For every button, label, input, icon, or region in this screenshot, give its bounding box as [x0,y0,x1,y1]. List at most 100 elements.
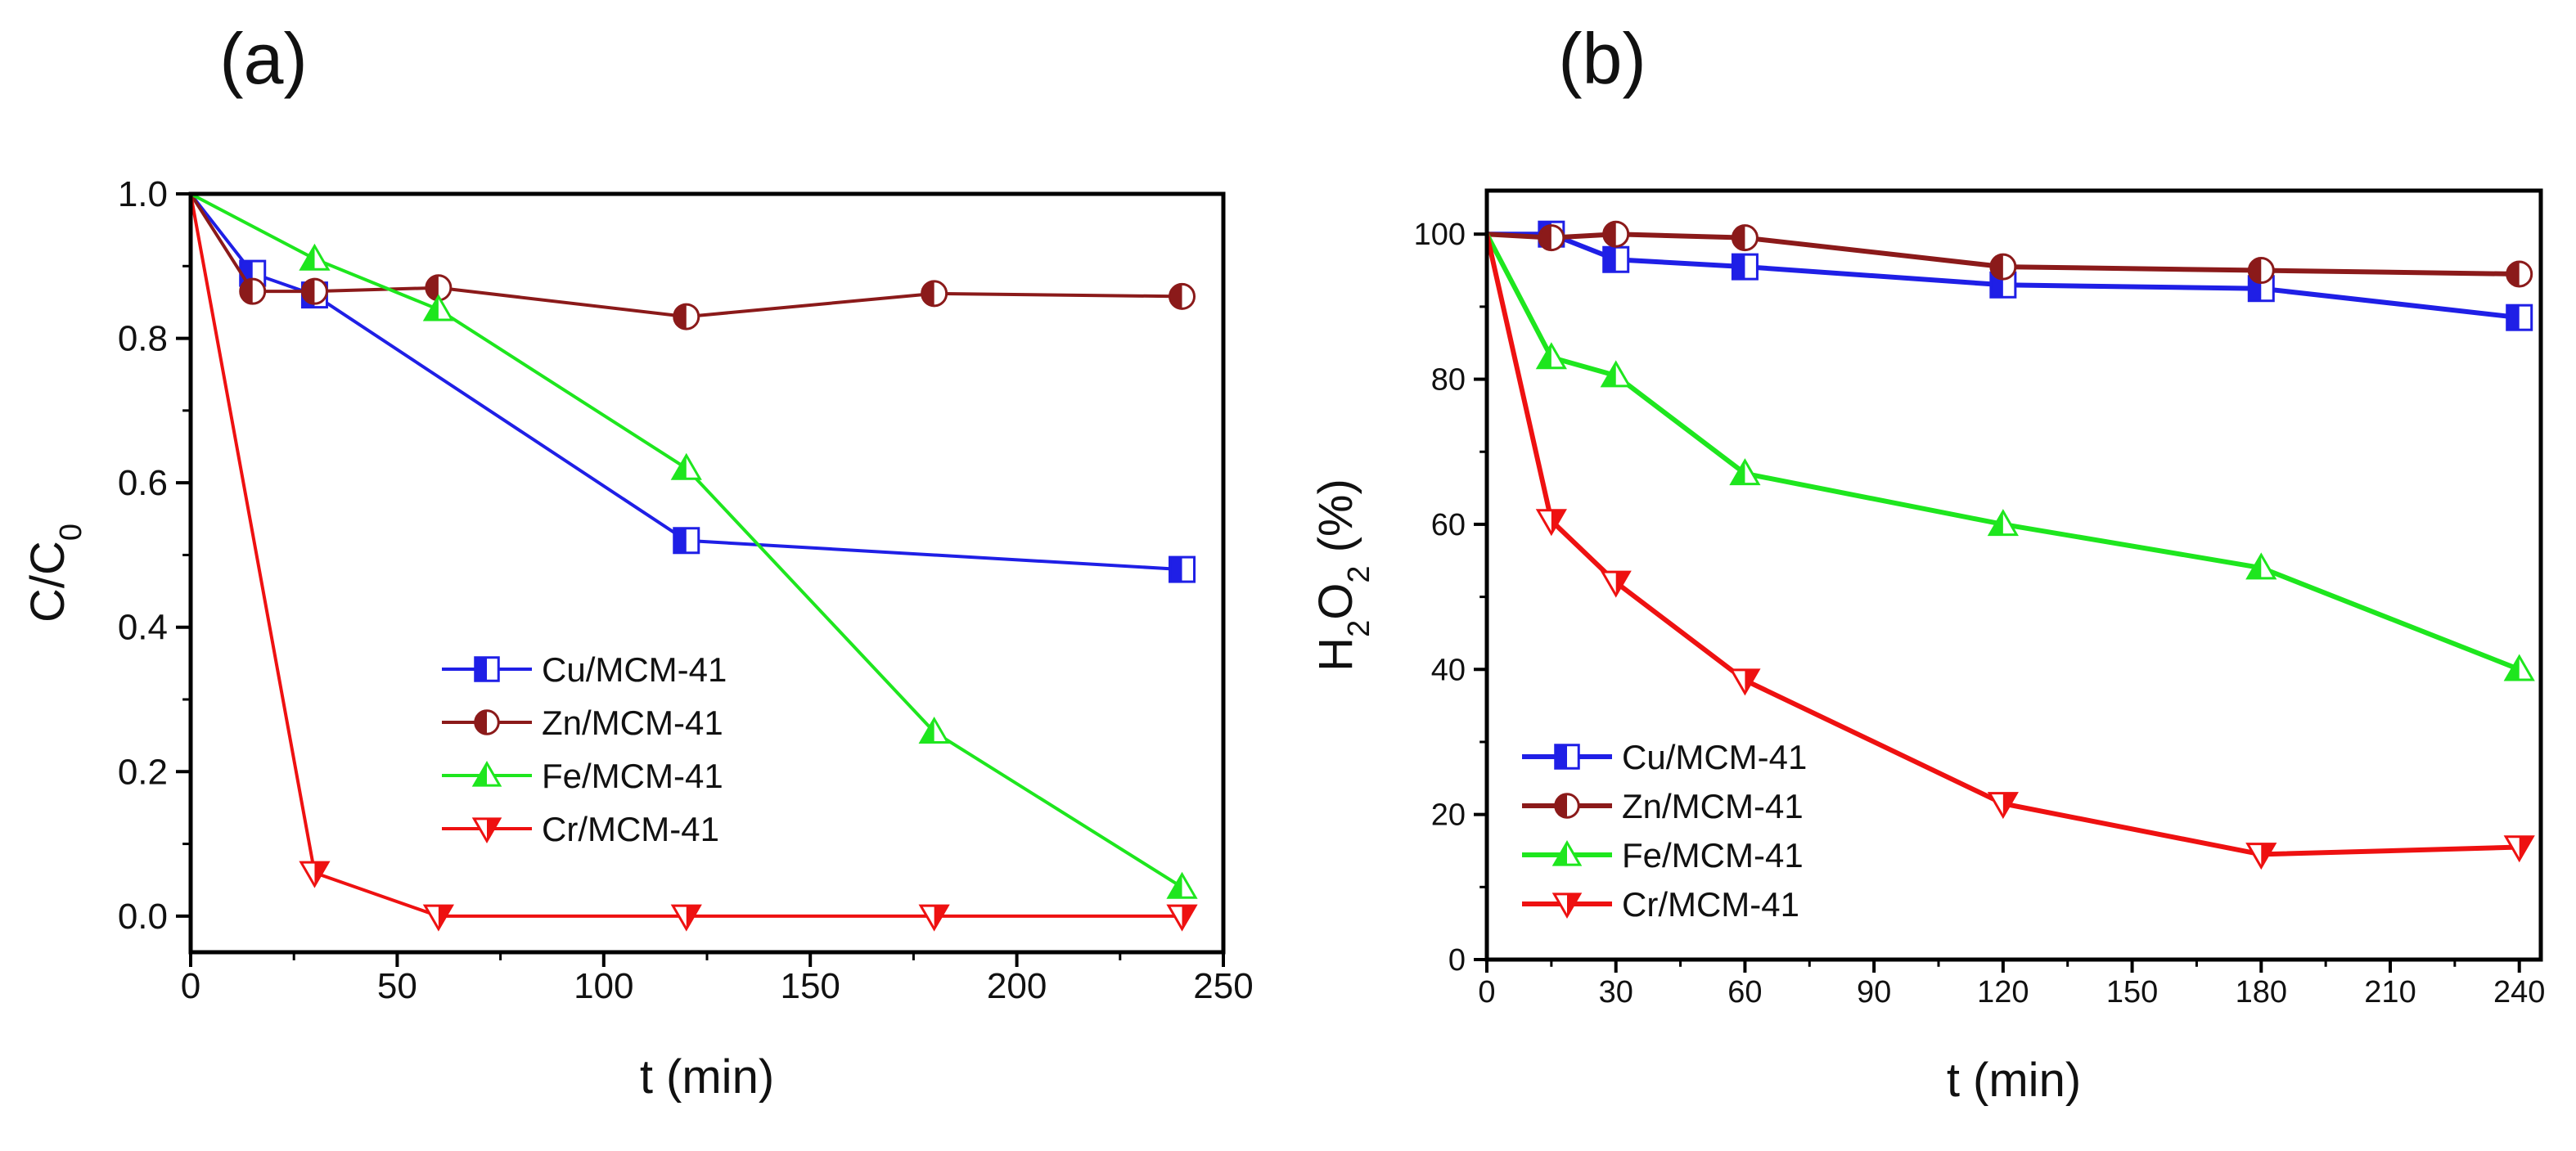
marker-outline [2245,843,2277,870]
marker-outline [1535,342,1567,370]
panel-a-series-fe-mcm-41-point [918,716,950,744]
panel-b-series-cu-mcm-41-point [1731,253,1759,281]
panel-a-legend-marker [474,709,500,735]
marker-outline [1551,840,1583,866]
panel-a-series-cu-mcm-41-point [1169,555,1196,583]
marker-outline [1600,570,1632,598]
marker-outline [918,716,950,744]
panel-a-series-cr-mcm-41-line [189,193,1182,918]
panel-a-y-tick-label: 0.6 [118,463,168,503]
panel-a-x-tick-label: 200 [987,966,1047,1006]
panel-b-series-fe-mcm-41-point [2503,654,2535,681]
panel-a-y-tick-label: 0.8 [118,319,168,359]
marker-outline [673,303,700,330]
panel-b-series-zn-mcm-41-point [2506,260,2533,288]
panel-a-x-tick-label: 100 [574,966,633,1006]
panel-b-legend-marker [1554,793,1580,819]
marker-outline [239,277,267,305]
panel-b: (b) 0 30 60 90 120 150 180 210 240 0 20 40 60 80 100 t (… [1309,18,2545,1107]
panel-a-series-zn-mcm-41-point [239,277,267,305]
panel-b-y-axis-title-part: (%) [1309,479,1362,565]
panel-b-y-axis-title-part: 2 [1342,620,1376,637]
marker-outline [670,452,702,480]
panel-b-series-zn-mcm-41 [1486,220,2533,288]
panel-b-y-tick-label: 100 [1414,218,1466,252]
panel-b-y-tick-label: 20 [1431,798,1466,833]
marker-outline [300,277,328,305]
marker-outline [471,817,502,843]
marker-outline [474,709,500,735]
marker-outline [1731,224,1759,252]
panel-b-series [1484,220,2535,870]
marker-outline [422,904,454,932]
marker-outline [1989,253,2017,281]
panel-b-series-fe-mcm-41-point [2245,552,2277,580]
panel-b-x-axis-title: t (min) [1947,1054,2081,1107]
marker-fill [2506,305,2520,330]
panel-a-series-zn-mcm-41-point [921,280,948,308]
panel-a-y-axis: 0.0 0.2 0.4 0.6 0.8 1.0 [118,174,191,937]
panel-a-legend-marker [471,817,502,843]
panel-a-series-cr-mcm-41-point [918,904,950,932]
panel-b-series-zn-mcm-41-point [1989,253,2017,281]
panel-b-series-fe-mcm-41-point [1600,360,1632,388]
marker-outline [673,527,700,555]
panel-b-y-tick-label: 40 [1431,653,1466,687]
panel-a-legend-label: Cu/MCM-41 [542,650,727,689]
panel-a-legend-label: Fe/MCM-41 [542,757,723,795]
panel-a-x-tick-label: 50 [377,966,417,1006]
panel-a-x-tick-label: 150 [780,966,840,1006]
panel-b-x-axis: 0 30 60 90 120 150 180 210 240 [1478,960,2545,1009]
marker-outline [1729,668,1761,696]
marker-outline [2506,260,2533,288]
panel-b-series-zn-mcm-41-point [1538,224,1565,252]
marker-fill [1732,254,1745,280]
panel-b-series-zn-mcm-41-point [1602,220,1630,248]
marker-outline [1987,792,2019,820]
panel-b-x-tick-label: 120 [1977,975,2029,1009]
panel-b-series-cr-mcm-41-point [1987,792,2019,820]
panel-a-series-fe-mcm-41-point [1166,871,1198,899]
panel-a-series-fe-mcm-41-point [422,294,454,321]
marker-outline [1554,744,1580,770]
marker-fill [302,279,315,304]
panel-b-legend-marker [1551,892,1583,919]
panel-a-y-tick-label: 0.2 [118,752,168,792]
panel-a-legend-marker [474,656,500,682]
panel-b-series-cr-mcm-41-point [2503,835,2535,863]
panel-a-x-tick-label: 0 [181,966,200,1006]
marker-fill [1169,557,1182,582]
panel-b-y-tick-label: 80 [1431,363,1466,398]
panel-b-x-tick-label: 30 [1599,975,1633,1009]
panel-a-series-cu-mcm-41 [189,192,1196,583]
panel-a-series-zn-mcm-41 [189,192,1196,330]
panel-b-series-fe-mcm-41-point [1987,509,2019,537]
panel-a-series-cr-mcm-41-point [299,861,331,888]
marker-outline [2506,303,2533,331]
marker-outline [1551,892,1583,919]
panel-a-y-axis-title-sub: 0 [54,524,88,541]
panel-a-series-zn-mcm-41-point [300,277,328,305]
panel-a-x-axis: 0 50 100 150 200 250 [181,952,1254,1006]
marker-outline [299,243,331,271]
panel-a-series-cr-mcm-41 [189,193,1198,932]
marker-outline [2503,835,2535,863]
panel-b-y-axis-title-part: O [1309,583,1362,620]
marker-outline [2503,654,2535,681]
marker-outline [1169,282,1196,310]
marker-fill [673,528,687,553]
marker-outline [1554,793,1580,819]
panel-b-series-zn-mcm-41-point [2247,257,2275,285]
marker-fill [1732,225,1745,250]
marker-outline [1166,871,1198,899]
panel-a-series [189,192,1198,932]
panel-a-series-zn-mcm-41-point [1169,282,1196,310]
panel-b-x-tick-label: 180 [2236,975,2287,1009]
marker-outline [1729,458,1761,486]
marker-outline [1169,555,1196,583]
marker-outline [1166,904,1198,932]
panel-b-series-fe-mcm-41-point [1535,342,1567,370]
panel-b-legend-label: Zn/MCM-41 [1622,787,1804,825]
panel-b-legend: Cu/MCM-41 Zn/MCM-41 Fe/MCM-41 Cr/MCM-41 [1522,738,1807,924]
panel-a-y-axis-title-main: C/C [21,541,74,623]
